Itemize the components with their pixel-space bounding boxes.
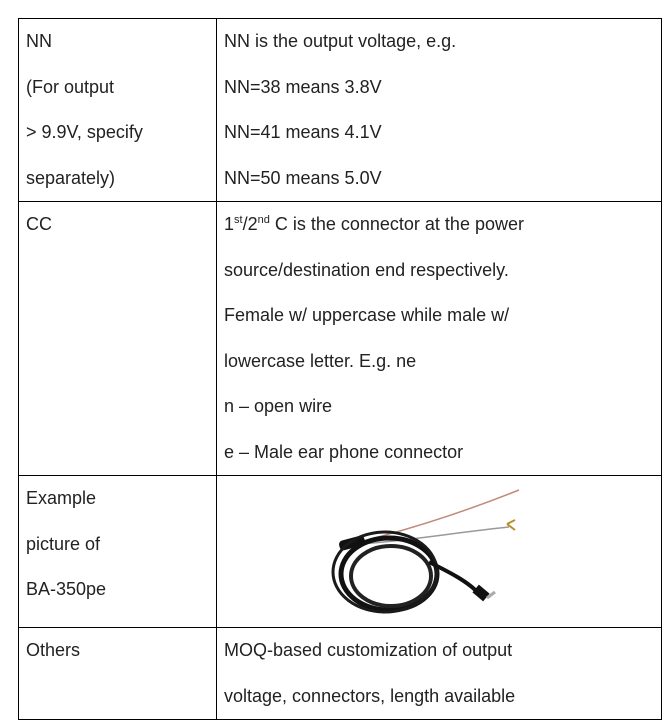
text-line: MOQ-based customization of output	[224, 640, 513, 660]
label-cell: NN (For output > 9.9V, specify separately)	[18, 18, 217, 202]
text-line: NN is the output voltage, e.g.	[224, 31, 457, 51]
text-segment: /2	[242, 214, 258, 234]
text-line: Others	[26, 640, 81, 660]
text-line: e – Male ear phone connector	[224, 441, 464, 462]
cable-picture	[331, 489, 520, 614]
text-line: n – open wire	[224, 396, 333, 416]
text-line: separately)	[26, 167, 116, 188]
text-line: voltage, connectors, length available	[224, 685, 516, 706]
superscript: st	[234, 214, 243, 226]
spec-table: NN (For output > 9.9V, specify separately) N…	[18, 18, 662, 720]
text-line: BA-350pe	[26, 579, 107, 599]
text-segment: C is the connector at the power	[269, 214, 524, 234]
text-line: source/destination end respectively.	[224, 259, 509, 280]
text-line: lowercase letter. E.g. ne	[224, 350, 417, 371]
text-line: (For output	[26, 76, 115, 97]
text-line: NN=38 means 3.8V	[224, 76, 382, 97]
label-cell: Example picture of BA-350pe	[18, 475, 217, 628]
text-line: NN=50 means 5.0V	[224, 167, 382, 188]
text-line: Example	[26, 488, 97, 508]
text-line: 1st/2nd C is the connector at the power	[224, 202, 654, 248]
table-row: Example picture of BA-350pe	[18, 475, 662, 628]
superscript: nd	[257, 214, 270, 226]
text-line: picture of	[26, 533, 101, 554]
table-row: Others MOQ-based customization of output v…	[18, 627, 662, 720]
description-cell: 1st/2nd C is the connector at the power s…	[216, 201, 662, 476]
text-line: CC	[26, 214, 52, 234]
label-cell: Others	[18, 627, 217, 720]
table-row: NN (For output > 9.9V, specify separately) N…	[18, 18, 662, 202]
picture	[224, 476, 654, 627]
description-cell: MOQ-based customization of output voltage…	[216, 627, 662, 720]
text-segment: 1	[224, 214, 235, 234]
text-line: NN=41 means 4.1V	[224, 122, 382, 142]
table-row: CC 1st/2nd C is the connector at the powe…	[18, 201, 662, 476]
text-line: > 9.9V, specify	[26, 122, 143, 142]
description-cell: NN is the output voltage, e.g. NN=38 mean…	[216, 18, 662, 202]
description-cell	[216, 475, 662, 628]
text-line: Female w/ uppercase while male w/	[224, 305, 510, 325]
label-cell: CC	[18, 201, 217, 476]
text-line: NN	[26, 31, 52, 51]
